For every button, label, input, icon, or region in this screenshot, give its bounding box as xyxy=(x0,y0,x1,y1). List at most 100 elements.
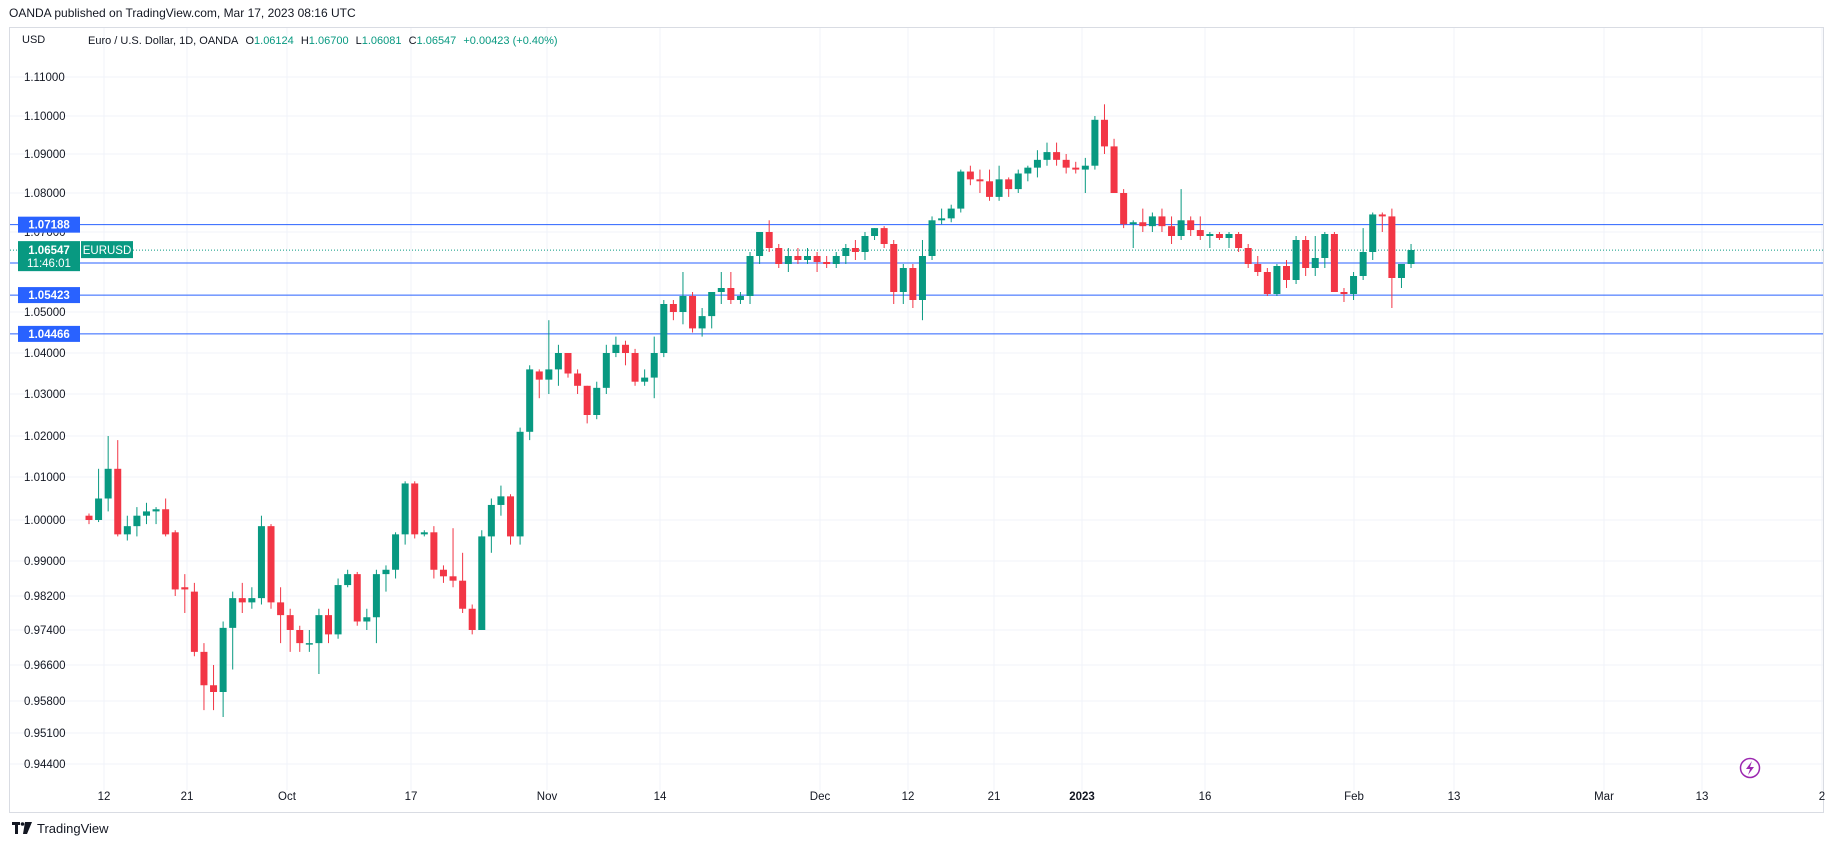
level-tags: 1.071881.062241.054231.044661.0654711:46… xyxy=(18,216,133,342)
candle-body xyxy=(1024,167,1032,174)
candle-body xyxy=(871,228,879,236)
publisher-caption: OANDA published on TradingView.com, Mar … xyxy=(9,6,356,20)
candle-body xyxy=(459,580,467,609)
candle-body xyxy=(593,387,601,415)
open-label: O xyxy=(245,35,255,47)
candle-body xyxy=(823,262,831,264)
candle-body xyxy=(363,617,371,622)
candle-body xyxy=(976,179,984,182)
candle-body xyxy=(660,304,668,353)
candle-body xyxy=(775,248,783,264)
candle-body xyxy=(372,574,380,618)
candle-body xyxy=(554,353,562,370)
candle-body xyxy=(1014,173,1022,190)
candle-body xyxy=(449,576,457,581)
candle-body xyxy=(229,598,237,628)
y-tick-label: 0.95100 xyxy=(24,728,66,740)
footer-branding[interactable]: TradingView xyxy=(12,818,109,838)
candle-body xyxy=(574,373,582,386)
candle-body xyxy=(966,171,974,180)
x-tick-label: Nov xyxy=(537,791,558,803)
y-tick-label: 1.00000 xyxy=(24,515,66,527)
candle-body xyxy=(104,468,112,499)
candlestick-chart[interactable]: 1.110001.100001.090001.080001.070001.050… xyxy=(0,0,1834,812)
candle-body xyxy=(315,615,323,644)
candle-body xyxy=(756,232,764,256)
candle-body xyxy=(497,496,505,505)
candle-body xyxy=(1407,250,1415,264)
candle-body xyxy=(1321,234,1329,258)
y-tick-label: 1.08000 xyxy=(24,188,66,200)
x-tick-label: Dec xyxy=(810,791,831,803)
candle-body xyxy=(698,316,706,329)
candle-body xyxy=(1244,248,1252,264)
candle-body xyxy=(171,532,179,590)
candle-body xyxy=(334,585,342,635)
candle-body xyxy=(430,532,438,570)
candle-body xyxy=(516,431,524,537)
y-tick-label: 1.09000 xyxy=(24,149,66,161)
countdown-text: 11:46:01 xyxy=(27,258,71,270)
candle-body xyxy=(1091,119,1099,166)
candle-body xyxy=(909,268,917,300)
candle-body xyxy=(353,574,361,622)
candle-body xyxy=(736,296,744,300)
candle-body xyxy=(1043,152,1051,160)
candle-body xyxy=(1378,214,1386,217)
candle-body xyxy=(679,296,687,312)
candle-body xyxy=(957,171,965,209)
x-tick-label: 13 xyxy=(1448,791,1461,803)
candle-body xyxy=(267,526,275,603)
candle-body xyxy=(1158,216,1166,227)
candle-body xyxy=(382,569,390,575)
candle-body xyxy=(1110,146,1118,193)
candle-body xyxy=(286,615,294,630)
candle-body xyxy=(1129,222,1137,225)
y-tick-label: 0.95800 xyxy=(24,696,66,708)
candle-body xyxy=(277,602,285,616)
candle-body xyxy=(621,344,629,353)
candle-body xyxy=(325,615,332,635)
candle-body xyxy=(1369,214,1377,252)
y-tick-label: 0.98200 xyxy=(24,591,66,603)
candle-body xyxy=(880,228,888,244)
lightning-icon[interactable] xyxy=(1739,757,1761,779)
candle-body xyxy=(918,256,926,300)
candle-body xyxy=(1263,272,1271,294)
level-tag-text: 1.04466 xyxy=(28,329,70,341)
candle-body xyxy=(1359,252,1367,276)
footer-brand-text: TradingView xyxy=(37,820,109,836)
horizontal-levels xyxy=(10,224,1823,335)
candle-body xyxy=(1139,222,1147,227)
candle-body xyxy=(583,385,591,415)
candles xyxy=(85,104,1415,717)
y-tick-label: 0.96600 xyxy=(24,660,66,672)
x-tick-label: 14 xyxy=(654,791,667,803)
candle-body xyxy=(602,353,610,388)
candle-body xyxy=(545,369,553,380)
candle-body xyxy=(1120,193,1128,225)
x-tick-label: 16 xyxy=(1199,791,1212,803)
price-axis: 1.110001.100001.090001.080001.070001.050… xyxy=(24,72,66,771)
candle-body xyxy=(1330,234,1338,292)
x-tick-label: 12 xyxy=(98,791,111,803)
symbol-tag-box xyxy=(81,241,133,259)
candle-body xyxy=(727,288,735,300)
candle-body xyxy=(152,509,160,512)
y-tick-label: 0.99000 xyxy=(24,556,66,568)
candle-body xyxy=(986,181,994,197)
candle-body xyxy=(804,256,811,260)
candle-body xyxy=(794,256,802,260)
candle-body xyxy=(142,511,150,516)
symbol-title: Euro / U.S. Dollar, 1D, OANDA xyxy=(88,35,239,47)
open-value: 1.06124 xyxy=(254,35,294,47)
y-tick-label: 1.10000 xyxy=(24,111,66,123)
x-tick-label: 21 xyxy=(988,791,1001,803)
candle-body xyxy=(487,504,495,537)
candle-body xyxy=(564,353,572,374)
candle-body xyxy=(631,353,639,382)
y-tick-label: 1.02000 xyxy=(24,431,66,443)
x-tick-label: Mar xyxy=(1594,791,1614,803)
candle-body xyxy=(1350,276,1358,294)
candle-body xyxy=(1148,216,1156,227)
